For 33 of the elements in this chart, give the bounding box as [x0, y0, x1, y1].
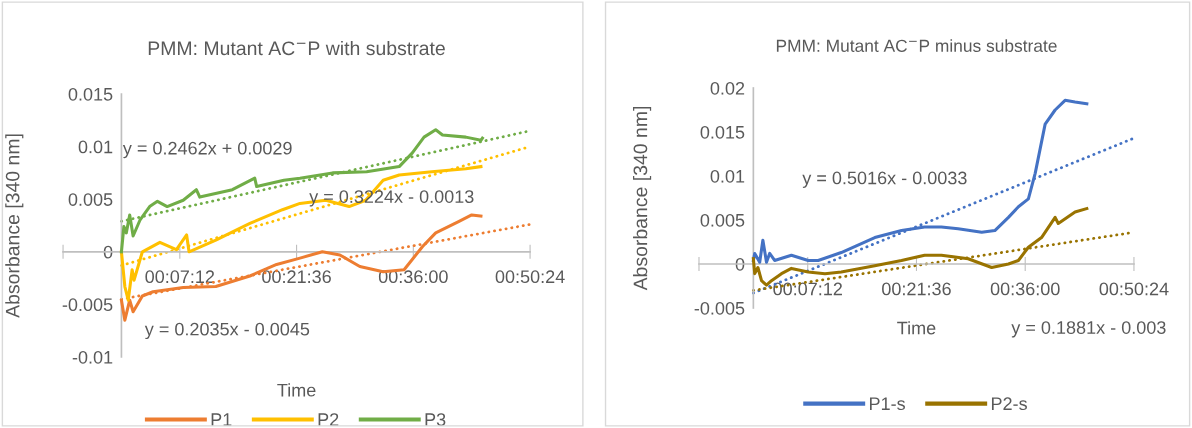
annotation: y = 0.5016x - 0.0033 [802, 171, 967, 188]
y-tick-label: 0 [735, 257, 745, 271]
chart-title: PMM: Mutant AC$^{−}$P with substrate [148, 40, 445, 56]
legend-label: P1 [211, 413, 232, 426]
annotation: y = 0.2035x - 0.0045 [144, 322, 310, 340]
x-axis-title: Time [277, 383, 316, 397]
y-tick-label: -0.005 [694, 301, 745, 315]
y-axis-title: Absorbance [340 nm] [5, 134, 24, 318]
x-tick-label: 00:21:36 [262, 270, 331, 284]
legend-label: P2 [318, 413, 339, 426]
y-tick-label: 0.015 [68, 87, 113, 101]
x-tick-label: 00:07:12 [145, 270, 215, 284]
x-tick-label: 00:50:24 [1099, 282, 1169, 296]
legend-label: P2-s [991, 397, 1027, 411]
annotation: y = 0.2462x + 0.0029 [122, 141, 292, 159]
x-tick-label: 00:21:36 [882, 282, 951, 296]
x-tick-label: 00:50:24 [495, 270, 565, 284]
text: y = 0.1881x - 0.003 [1011, 321, 1166, 338]
y-tick-label: -0.01 [72, 350, 113, 364]
y-tick-label: 0.02 [710, 81, 745, 95]
y-tick-label: 0.01 [78, 140, 113, 154]
x-axis-title: Time [897, 321, 936, 335]
y-axis-title: Absorbance [340 nm] [633, 106, 652, 291]
legend-label: P1-s [869, 397, 905, 411]
y-tick-label: 0.015 [700, 125, 745, 139]
y-tick-label: -0.005 [62, 298, 113, 312]
y-tick-label: 0.005 [68, 193, 113, 206]
x-tick-label: 00:07:12 [773, 282, 842, 296]
y-tick-label: 0.01 [710, 169, 745, 183]
legend-label: P3 [425, 413, 446, 426]
x-tick-label: 00:36:00 [990, 282, 1060, 296]
y-tick-label: 0.005 [700, 213, 745, 227]
chart-title: PMM: Mutant AC$^{−}$P minus substrate [776, 39, 1057, 52]
